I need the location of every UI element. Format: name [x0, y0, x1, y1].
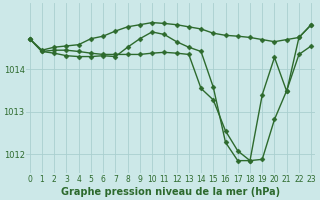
- X-axis label: Graphe pression niveau de la mer (hPa): Graphe pression niveau de la mer (hPa): [61, 187, 280, 197]
